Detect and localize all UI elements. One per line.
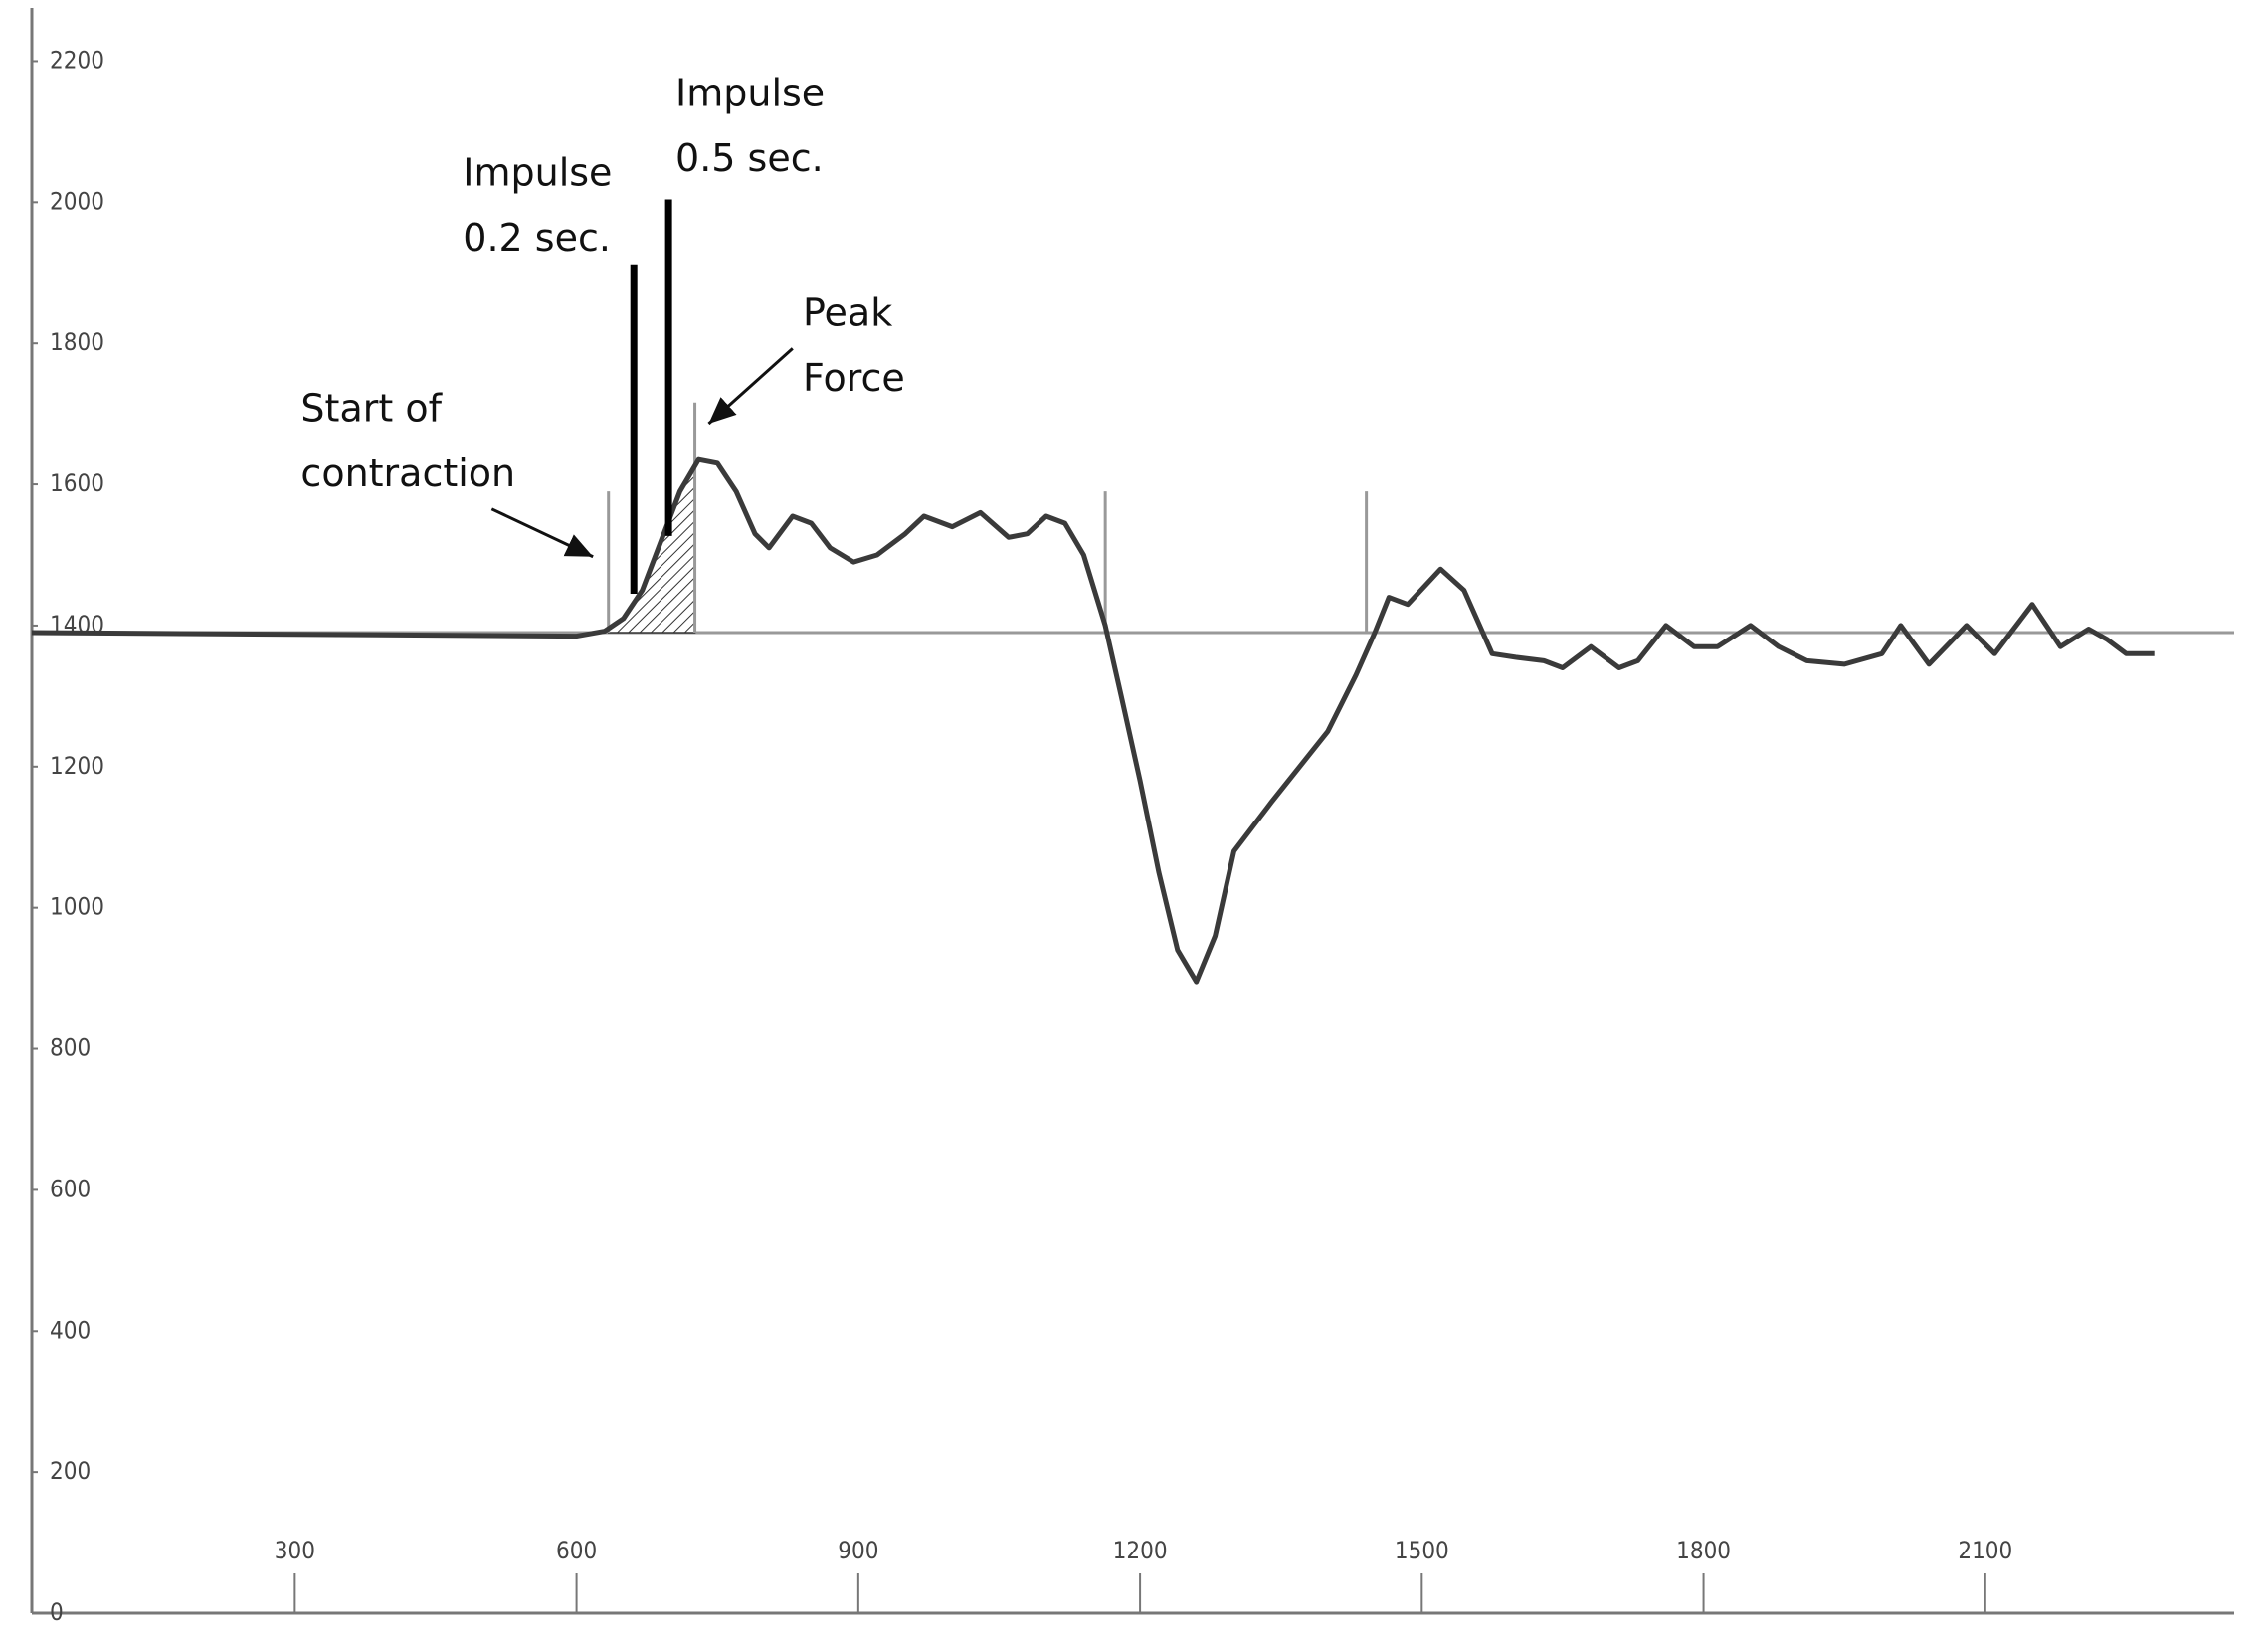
annotation-text: Peak — [803, 290, 892, 334]
y-tick-label: 1600 — [50, 469, 104, 497]
y-tick-label: 200 — [50, 1457, 91, 1485]
annotation-text: 0.2 sec. — [463, 216, 611, 260]
x-tick-label: 900 — [838, 1537, 878, 1564]
y-tick-label: 0 — [50, 1598, 64, 1626]
y-tick-label: 2000 — [50, 187, 104, 215]
annotation-text: Start of — [300, 386, 443, 430]
annotation-arrow — [490, 507, 594, 559]
y-tick-label: 2200 — [50, 46, 104, 74]
annotation-text: Force — [803, 356, 905, 400]
annotation-text: Impulse — [675, 71, 825, 114]
y-tick-label: 600 — [50, 1175, 91, 1202]
x-tick-label: 300 — [275, 1537, 315, 1564]
annotation-text: contraction — [300, 452, 515, 495]
y-tick-label: 800 — [50, 1034, 91, 1062]
x-tick-label: 1800 — [1676, 1537, 1731, 1564]
y-tick-label: 1000 — [50, 893, 104, 921]
x-tick-label: 2100 — [1958, 1537, 2012, 1564]
y-tick-label: 1800 — [50, 328, 104, 356]
annotation-arrow — [707, 347, 794, 426]
y-tick-label: 1200 — [50, 752, 104, 780]
y-tick-label: 400 — [50, 1316, 91, 1344]
x-tick-label: 1500 — [1395, 1537, 1449, 1564]
x-tick-label: 1200 — [1113, 1537, 1168, 1564]
annotation-text: 0.5 sec. — [675, 136, 824, 180]
x-tick-label: 600 — [556, 1537, 597, 1564]
annotation-text: Impulse — [463, 150, 612, 194]
force-curve — [31, 456, 2155, 985]
